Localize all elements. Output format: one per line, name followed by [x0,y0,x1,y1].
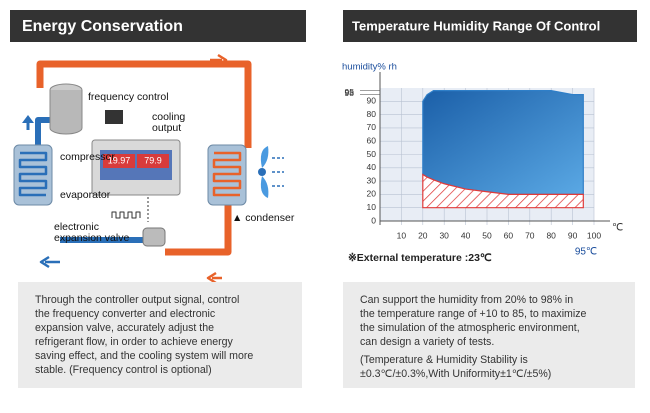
description-line: refrigerant flow, in order to achieve en… [35,336,234,348]
left-text-box [18,282,302,388]
label: ▲ condenser [232,212,295,224]
description-line: the temperature range of +10 to 85, to m… [360,308,587,320]
left-header [10,10,306,42]
label: frequency control [88,91,169,103]
description-line: the frequency converter and electronic [35,308,216,320]
description-line: saving effect, and the cooling system wi… [35,350,253,362]
annotation: 95℃ [575,247,597,258]
x-tick-label: 40 [461,230,471,240]
description-line: expansion valve, accurately adjust the [35,322,214,334]
x-tick-label: 70 [525,230,535,240]
label: expansion valve [54,232,129,244]
y-tick-label: 80 [367,109,377,119]
y-tick-label: 20 [367,189,377,199]
refrigeration-diagram [13,53,284,285]
y-tick-label: 60 [367,135,377,145]
right-title: Temperature Humidity Range Of Control [352,18,600,33]
x-tick-label: 20 [418,230,428,240]
description-line: stable. (Frequency control is optional) [35,364,212,376]
x-unit: ℃ [612,223,623,234]
description-line: ±0.3℃/±0.3%,With Uniformity±1℃/±5%) [360,368,551,380]
y-tick-label: 95 [345,87,355,97]
description-line: Through the controller output signal, co… [35,294,239,306]
display-value: 79.9 [144,155,162,165]
x-tick-label: 30 [439,230,449,240]
y-tick-label: 30 [367,175,377,185]
y-axis-label: humidity% rh [342,62,397,73]
x-tick-label: 10 [397,230,407,240]
display-value: 19.97 [108,155,131,165]
y-tick-label: 98 [345,88,355,98]
x-tick-label: 100 [587,230,601,240]
y-tick-label: 70 [367,122,377,132]
x-tick-label: 50 [482,230,492,240]
right-header [343,10,637,42]
description-line: Can support the humidity from 20% to 98%… [360,294,573,306]
label: cooling [152,111,185,123]
label: output [152,122,181,134]
description-line: (Temperature & Humidity Stability is [360,354,528,366]
y-tick-label: 0 [371,215,376,225]
y-tick-label: 40 [367,162,377,172]
y-tick-label: 90 [367,96,377,106]
x-tick-label: 90 [568,230,578,240]
hatched-area [422,173,584,209]
description-line: can design a variety of tests. [360,336,494,348]
description-line: the simulation of the atmospheric enviro… [360,322,580,334]
x-tick-label: 60 [504,230,514,240]
y-tick-label: 10 [367,202,377,212]
right-text-box [343,282,635,388]
label: compressor [60,151,115,163]
range-area [422,90,584,195]
y-tick-label: 50 [367,149,377,159]
label: electronic [54,221,99,233]
left-title: Energy Conservation [22,18,183,35]
x-tick-label: 80 [546,230,556,240]
label: evaporator [60,189,111,201]
footnote: ※External temperature :23℃ [348,252,492,264]
